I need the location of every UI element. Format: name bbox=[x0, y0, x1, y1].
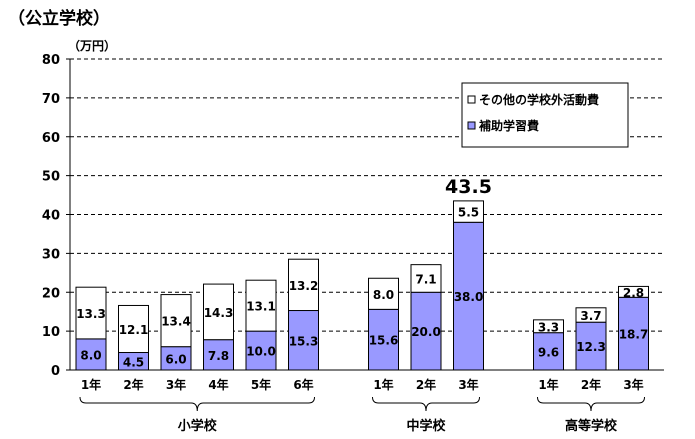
axes bbox=[66, 58, 664, 371]
data-label-supplementary: 15.6 bbox=[369, 334, 399, 348]
bar-segment-supplementary bbox=[75, 338, 107, 371]
data-label-supplementary: 38.0 bbox=[454, 290, 484, 304]
x-tick-label: 1年 bbox=[373, 377, 393, 392]
bar-segment-supplementary bbox=[245, 330, 277, 371]
bar-segment-supplementary bbox=[410, 291, 442, 371]
y-tick-label: 80 bbox=[42, 53, 60, 68]
x-tick-label: 5年 bbox=[251, 377, 271, 392]
grid-lines bbox=[70, 58, 664, 332]
y-tick-label: 20 bbox=[42, 286, 60, 301]
group-brace bbox=[537, 396, 645, 412]
y-axis-label: （万円） bbox=[68, 38, 116, 53]
data-label-other: 3.3 bbox=[538, 320, 559, 334]
legend-swatch bbox=[467, 95, 476, 104]
data-label-other: 12.1 bbox=[119, 323, 149, 337]
bar-segment-supplementary bbox=[288, 310, 319, 371]
data-label-supplementary: 6.0 bbox=[165, 352, 186, 366]
data-label-other: 13.2 bbox=[289, 279, 319, 293]
legend-swatch bbox=[467, 121, 476, 130]
y-tick-label: 0 bbox=[51, 364, 60, 379]
x-tick-label: 1年 bbox=[538, 377, 558, 392]
bar-segment-other bbox=[160, 294, 192, 348]
data-label-other: 14.3 bbox=[204, 306, 234, 320]
legend-label: 補助学習費 bbox=[478, 118, 539, 133]
category-groups: 小学校 中学校 高等学校 bbox=[79, 396, 645, 434]
bar-segment-supplementary bbox=[453, 221, 484, 371]
data-label-supplementary: 12.3 bbox=[576, 340, 606, 354]
data-label-other: 13.3 bbox=[76, 307, 106, 321]
bar-segment-supplementary bbox=[368, 308, 399, 371]
data-label-other: 7.1 bbox=[415, 272, 436, 286]
x-tick-label: 6年 bbox=[293, 377, 313, 392]
group-label: 高等学校 bbox=[565, 418, 618, 434]
x-tick-label: 2年 bbox=[416, 377, 436, 392]
x-tick-label: 3年 bbox=[623, 377, 643, 392]
y-tick-label: 30 bbox=[42, 247, 60, 262]
bar-segment-other bbox=[203, 283, 234, 341]
legend-label: その他の学校外活動費 bbox=[479, 92, 599, 107]
data-label-other: 8.0 bbox=[373, 288, 394, 302]
x-tick-label: 2年 bbox=[123, 377, 143, 392]
y-tick-labels: 0 10 20 30 40 50 60 70 80 bbox=[42, 53, 60, 379]
bar-segment-supplementary bbox=[618, 296, 649, 371]
y-tick-label: 40 bbox=[42, 209, 60, 224]
x-tick-labels: 1年 2年 3年 4年 5年 6年 1年 2年 3年 1年 2年 3年 bbox=[81, 377, 644, 392]
bar-segment-other bbox=[288, 258, 319, 312]
bar-segment-other bbox=[533, 319, 564, 334]
y-tick-label: 10 bbox=[42, 325, 60, 340]
bar-segment-other bbox=[618, 285, 649, 298]
y-tick-label: 50 bbox=[42, 170, 60, 185]
legend-box bbox=[461, 82, 629, 148]
y-tick-label: 70 bbox=[42, 92, 60, 107]
x-tick-label: 2年 bbox=[581, 377, 601, 392]
x-tick-label: 1年 bbox=[81, 377, 101, 392]
group-label: 中学校 bbox=[406, 418, 446, 434]
bar-segment-other bbox=[118, 304, 149, 354]
group-label: 小学校 bbox=[178, 418, 218, 434]
bar-segment-other bbox=[410, 264, 442, 293]
group-brace bbox=[79, 396, 315, 412]
data-label-supplementary: 10.0 bbox=[246, 345, 276, 359]
data-label-supplementary: 4.5 bbox=[123, 355, 144, 369]
data-label-other: 3.7 bbox=[580, 309, 601, 323]
bar-segment-supplementary bbox=[203, 339, 234, 371]
data-label-supplementary: 7.8 bbox=[208, 349, 229, 363]
data-label-supplementary: 20.0 bbox=[411, 325, 441, 339]
page-title: （公立学校） bbox=[8, 8, 110, 29]
data-label-supplementary: 9.6 bbox=[538, 345, 559, 359]
bar-segment-other bbox=[75, 286, 107, 340]
total-annotation: 43.5 bbox=[445, 176, 492, 198]
bar-segment-other bbox=[368, 277, 399, 310]
x-tick-label: 3年 bbox=[166, 377, 186, 392]
data-label-supplementary: 8.0 bbox=[80, 348, 101, 362]
x-tick-label: 3年 bbox=[458, 377, 478, 392]
y-tick-label: 60 bbox=[42, 131, 60, 146]
bar-segment-other bbox=[453, 200, 484, 223]
data-label-other: 2.8 bbox=[623, 286, 644, 300]
data-label-other: 13.1 bbox=[246, 300, 276, 314]
group-brace bbox=[372, 396, 480, 412]
bars: 8.0 13.3 4.5 12.1 6.0 13.4 7.8 14.3 10.0 13.1 15.3… bbox=[75, 176, 649, 371]
data-label-supplementary: 15.3 bbox=[289, 334, 319, 348]
data-label-other: 13.4 bbox=[161, 315, 191, 329]
data-label-other: 5.5 bbox=[458, 206, 479, 220]
data-label-supplementary: 18.7 bbox=[619, 328, 649, 342]
bar-segment-supplementary bbox=[575, 321, 607, 371]
x-tick-label: 4年 bbox=[208, 377, 228, 392]
bar-segment-other bbox=[245, 279, 277, 332]
bar-segment-other bbox=[575, 307, 607, 323]
